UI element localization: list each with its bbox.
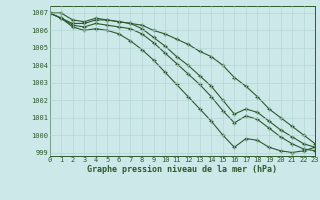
X-axis label: Graphe pression niveau de la mer (hPa): Graphe pression niveau de la mer (hPa) [87,165,277,174]
